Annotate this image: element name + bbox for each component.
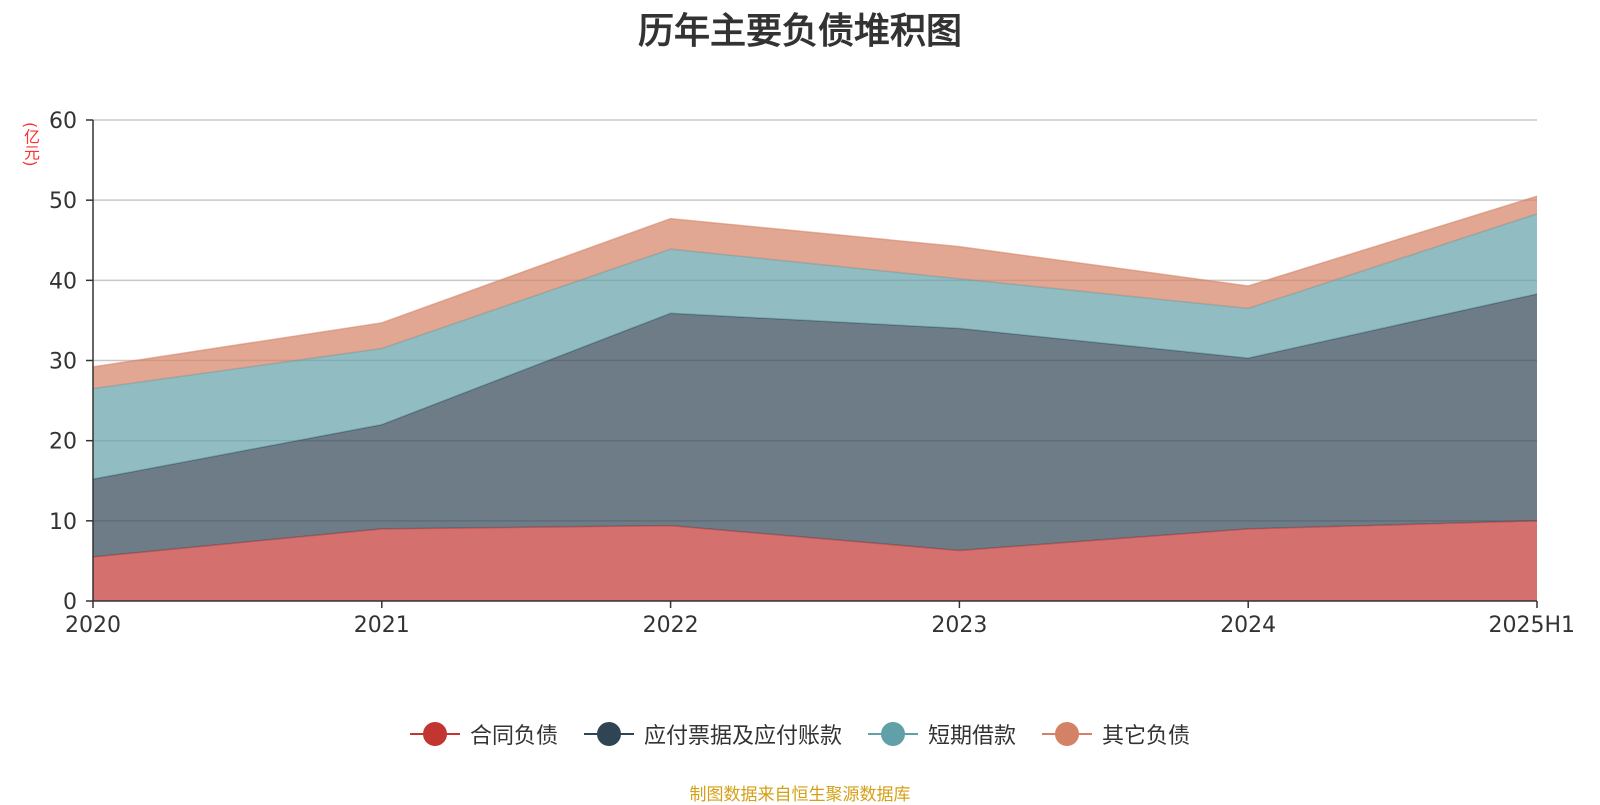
legend-item-short-term-loans[interactable]: 短期借款 [868,718,1016,750]
area-series-0 [93,520,1537,601]
legend-marker-icon [409,721,460,747]
x-tick-label: 2021 [354,613,410,638]
legend-label: 其它负债 [1102,724,1191,749]
x-tick-label: 2025H1 [1488,613,1575,638]
x-tick-label: 2020 [65,613,121,638]
legend-label: 合同负债 [469,724,558,749]
area-series-3 [93,196,1537,389]
legend-marker-icon [1042,721,1093,747]
y-tick-label: 50 [49,189,77,214]
legend-label: 短期借款 [928,724,1017,749]
area-series-2 [93,213,1537,480]
legend-item-other-liabilities[interactable]: 其它负债 [1042,718,1190,750]
axes: 0 10 20 30 40 50 60 2020 2021 2022 2023 2024 2025H1 [49,109,1575,638]
chart-legend[interactable]: 合同负债 应付票据及应付账款 短期借款 其它负债 [0,718,1600,750]
legend-marker-icon [868,721,918,747]
series-line-3 [92,195,1538,368]
area-series-1 [93,293,1537,557]
y-tick-label: 60 [49,109,77,134]
data-source-note: 制图数据来自恒生聚源数据库 [689,785,911,805]
legend-label: 应付票据及应付账款 [643,724,842,749]
x-tick-label: 2023 [931,613,987,638]
legend-marker-icon [583,721,634,747]
y-tick-label: 30 [49,350,77,375]
legend-item-payables[interactable]: 应付票据及应付账款 [583,718,842,750]
y-tick-label: 40 [49,269,77,294]
y-axis-unit-label: (亿元) [21,122,40,167]
legend-item-contract-liabilities[interactable]: 合同负债 [409,718,558,750]
y-tick-label: 10 [49,510,77,535]
area-series [92,195,1538,601]
y-tick-label: 0 [63,590,77,615]
x-tick-label: 2022 [643,613,699,638]
chart-title: 历年主要负债堆积图 [637,11,962,52]
x-tick-label: 2024 [1220,613,1276,638]
y-tick-label: 20 [49,430,77,455]
